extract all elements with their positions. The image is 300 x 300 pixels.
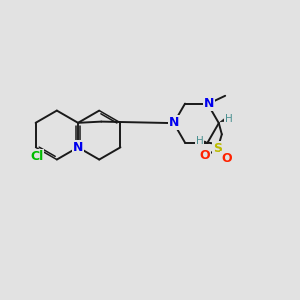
Text: S: S [213,142,222,155]
Text: O: O [221,152,232,166]
Text: N: N [204,97,214,110]
Polygon shape [220,117,229,122]
Text: O: O [200,149,210,163]
Text: H: H [225,114,232,124]
Text: H: H [196,136,203,146]
Text: N: N [73,141,83,154]
Text: N: N [169,116,179,129]
Text: Cl: Cl [30,150,43,164]
